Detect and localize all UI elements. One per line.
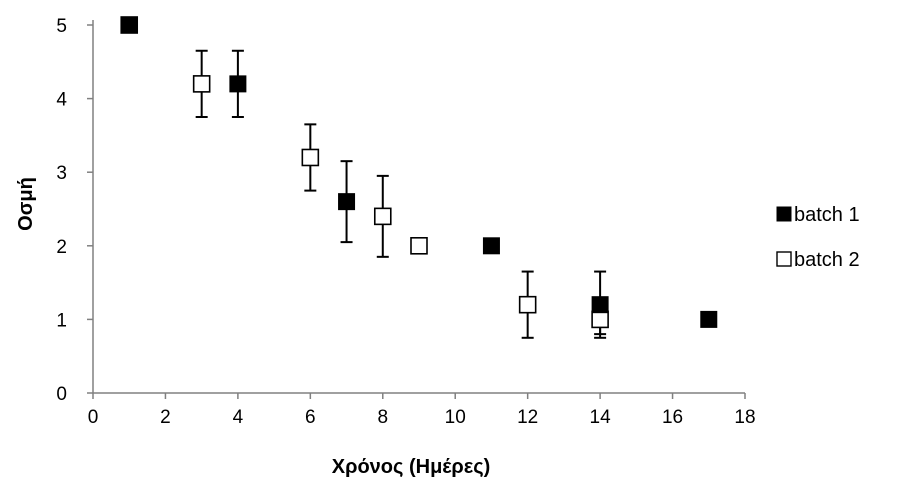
x-tick-label: 12: [517, 407, 538, 428]
legend-marker-1: [776, 206, 792, 222]
batch-1-point: [482, 237, 500, 255]
y-tick-label: 2: [56, 237, 67, 258]
x-tick-label: 16: [662, 407, 683, 428]
batch-1-point: [120, 16, 138, 34]
x-tick-label: 4: [233, 407, 244, 428]
chart-axes: [87, 20, 746, 399]
x-axis-title: Χρόνος (Ημέρες): [332, 456, 491, 478]
x-tick-label: 14: [590, 407, 612, 428]
x-tick-label: 10: [445, 407, 466, 428]
x-tick-label: 0: [88, 407, 99, 428]
x-tick-label: 18: [734, 407, 755, 428]
legend-label-2: batch 2: [794, 249, 860, 271]
error-bars: [195, 49, 607, 339]
y-tick-label: 1: [56, 310, 67, 331]
batch-1-point: [338, 193, 356, 211]
batch-2-point: [410, 237, 428, 255]
data-points: [120, 16, 718, 329]
legend-marker-2: [776, 251, 792, 267]
y-tick-label: 3: [56, 163, 67, 184]
batch-1-point: [700, 310, 718, 328]
batch-2-point: [192, 75, 211, 93]
batch-1-point: [591, 296, 609, 314]
batch-2-point: [373, 207, 392, 226]
y-axis-title: Οσμή: [15, 177, 37, 231]
legend-label-1: batch 1: [794, 204, 860, 226]
x-tick-label: 6: [305, 407, 316, 428]
batch-2-point: [301, 148, 320, 167]
x-tick-label: 2: [160, 407, 171, 428]
y-tick-label: 4: [56, 90, 67, 111]
y-tick-label: 0: [56, 384, 67, 405]
batch-2-point: [518, 295, 537, 314]
y-tick-label: 5: [56, 16, 67, 37]
legend: batch 1 batch 2: [776, 204, 860, 271]
x-tick-label: 8: [377, 407, 388, 428]
batch-2-point: [591, 310, 609, 329]
batch-1-point: [229, 75, 247, 93]
